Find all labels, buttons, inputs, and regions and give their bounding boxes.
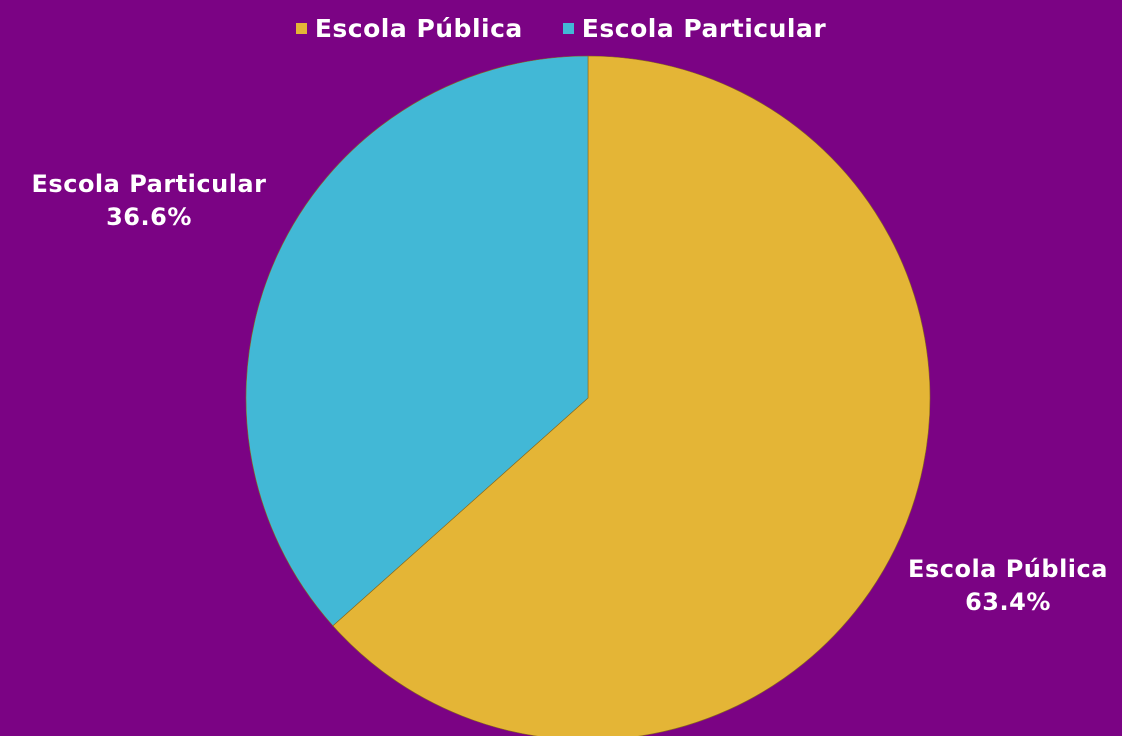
legend-label-escola-publica: Escola Pública bbox=[314, 14, 523, 43]
data-label-escola-publica: Escola Pública 63.4% bbox=[894, 553, 1122, 619]
legend-label-escola-particular: Escola Particular bbox=[581, 14, 827, 43]
data-label-escola-particular: Escola Particular 36.6% bbox=[8, 168, 290, 234]
legend-item-escola-publica: Escola Pública bbox=[295, 14, 523, 43]
legend-swatch-escola-publica bbox=[295, 23, 307, 34]
data-label-value-escola-particular: 36.6% bbox=[106, 203, 192, 231]
pie-slice-escola-publica bbox=[332, 55, 931, 736]
legend-swatch-escola-particular bbox=[562, 23, 574, 34]
chart-legend: Escola Pública Escola Particular bbox=[0, 14, 1122, 43]
pie-slice-escola-particular bbox=[245, 55, 589, 627]
legend-item-escola-particular: Escola Particular bbox=[562, 14, 827, 43]
data-label-name-escola-publica: Escola Pública bbox=[908, 555, 1108, 583]
data-label-value-escola-publica: 63.4% bbox=[965, 588, 1051, 616]
data-label-name-escola-particular: Escola Particular bbox=[31, 170, 267, 198]
